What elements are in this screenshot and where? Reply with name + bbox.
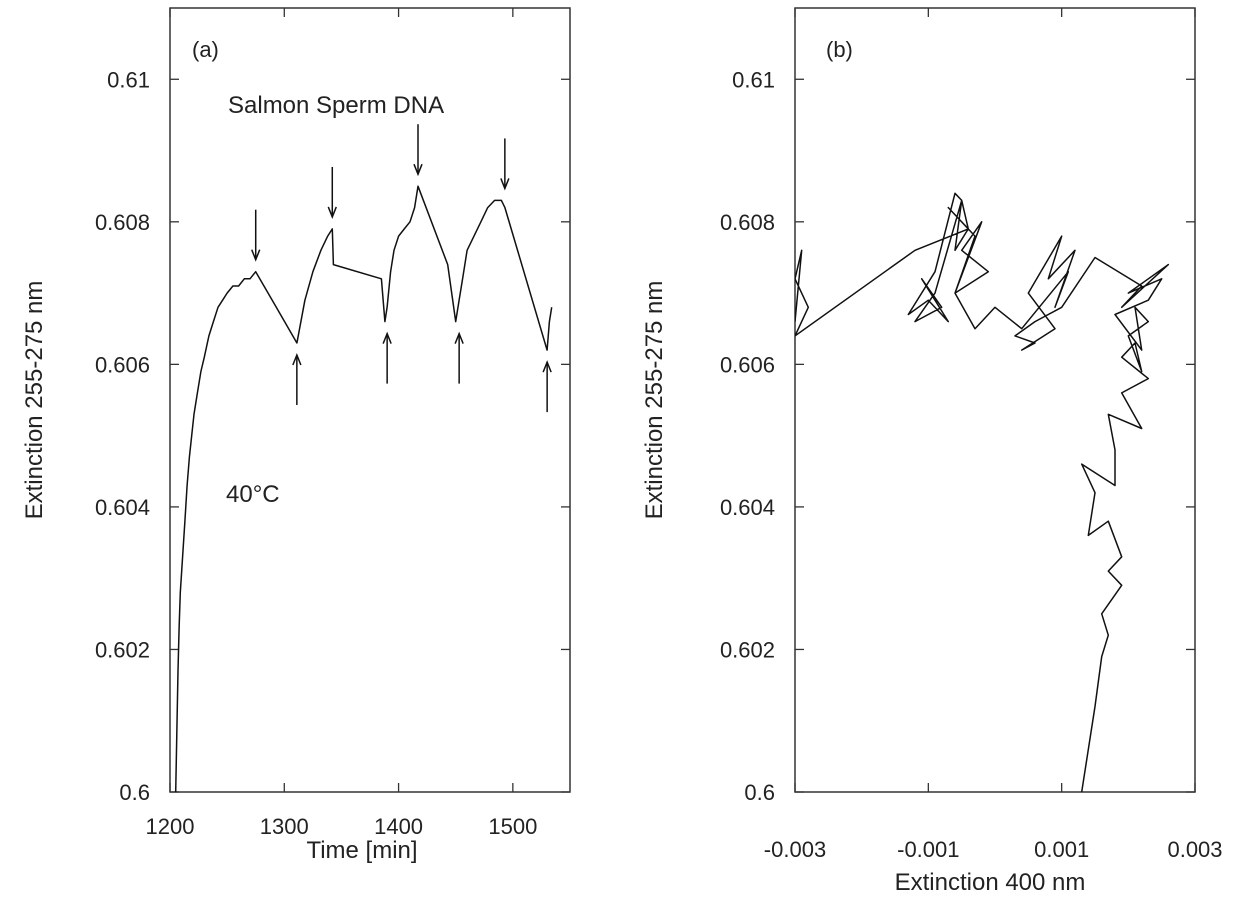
- x-tick-label-b: -0.003: [764, 837, 826, 862]
- annotation-temperature: 40°C: [226, 481, 280, 508]
- x-tick-label-b: 0.001: [1034, 837, 1089, 862]
- series-line-b: [795, 192, 1170, 792]
- up-arrow-head: [542, 360, 552, 373]
- chart-panel-a: 1200 1300 1400 1500 0.6 0.602 0.604 0.606 0.608 0…: [21, 7, 571, 864]
- annotation-salmon-sperm-dna: Salmon Sperm DNA: [228, 92, 444, 119]
- up-arrow-head: [454, 331, 464, 344]
- down-arrow-head: [327, 206, 337, 219]
- y-tick-label-b: 0.608: [720, 210, 775, 235]
- x-tick-label-b: -0.001: [897, 837, 959, 862]
- plot-frame-a: [169, 7, 571, 793]
- y-tick-label-a: 0.608: [95, 210, 150, 235]
- down-arrow-head: [413, 163, 423, 177]
- y-tick-label-a: 0.606: [95, 352, 150, 377]
- up-arrow-head: [382, 331, 392, 344]
- down-arrow-head: [500, 178, 510, 191]
- x-axis-label-a: Time [min]: [306, 837, 417, 864]
- down-arrow: [500, 138, 510, 191]
- up-arrow: [454, 331, 464, 384]
- down-arrow: [251, 209, 261, 262]
- up-arrow: [382, 331, 392, 384]
- chart-panel-b: -0.003 -0.001 0.001 0.003 0.6 0.602 0.604 0.606…: [641, 7, 1223, 896]
- down-arrow: [413, 124, 423, 177]
- y-tick-label-b: 0.604: [720, 495, 775, 520]
- y-axis-label-a: Extinction 255-275 nm: [21, 281, 48, 520]
- y-tick-label-b: 0.6: [744, 780, 775, 805]
- y-tick-label-a: 0.604: [95, 495, 150, 520]
- y-tick-label-a: 0.6: [119, 780, 150, 805]
- x-tick-label-a: 1400: [374, 814, 423, 839]
- up-arrow-head: [292, 352, 302, 366]
- y-tick-label-a: 0.61: [107, 67, 150, 92]
- x-tick-label-b: 0.003: [1167, 837, 1222, 862]
- y-axis-label-b: Extinction 255-275 nm: [641, 281, 668, 520]
- panel-label-a: (a): [192, 37, 219, 62]
- x-tick-label-a: 1300: [260, 814, 309, 839]
- down-arrow-head: [251, 249, 261, 262]
- x-tick-label-a: 1200: [146, 814, 195, 839]
- up-arrow: [542, 360, 552, 413]
- series-line-a: [174, 185, 553, 792]
- up-arrow: [292, 352, 302, 405]
- x-tick-label-a: 1500: [488, 814, 537, 839]
- panel-label-b: (b): [826, 37, 853, 62]
- down-arrow: [327, 166, 337, 219]
- plot-frame-b: [794, 7, 1196, 793]
- y-tick-label-b: 0.602: [720, 637, 775, 662]
- y-tick-label-b: 0.606: [720, 352, 775, 377]
- y-tick-label-a: 0.602: [95, 637, 150, 662]
- x-axis-label-b: Extinction 400 nm: [895, 869, 1086, 896]
- y-tick-label-b: 0.61: [732, 67, 775, 92]
